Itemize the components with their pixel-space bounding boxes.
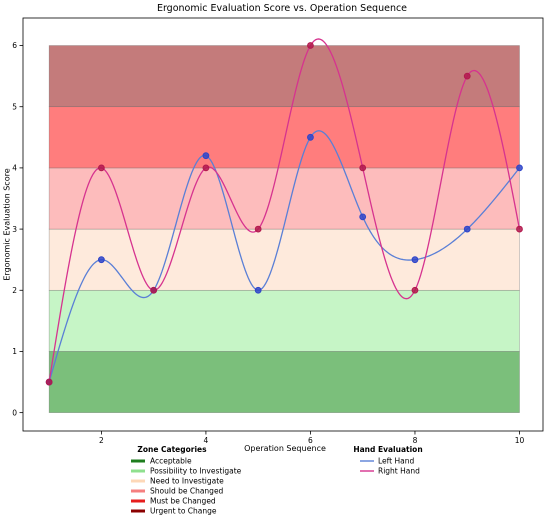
y-tick-label-4: 4	[12, 164, 17, 173]
y-tick-label-1: 1	[12, 347, 17, 356]
zone-bands	[48, 45, 520, 413]
chart-title: Ergonomic Evaluation Score vs. Operation…	[157, 3, 407, 14]
y-tick-label-5: 5	[12, 102, 17, 111]
plot-frame	[22, 17, 544, 432]
y-tick-label-0: 0	[12, 408, 17, 417]
point-s1-8	[463, 72, 471, 80]
point-s0-1	[97, 256, 105, 264]
point-s0-4	[254, 286, 262, 294]
zone-band-5	[48, 45, 520, 108]
hand-legend-title: Hand Evaluation	[353, 445, 422, 454]
point-s1-3	[202, 164, 210, 172]
series-line-0	[48, 130, 520, 383]
point-s1-1	[97, 164, 105, 172]
y-axis-label: Ergonomic Evaluation Score	[3, 168, 12, 280]
x-tick-label-1: 4	[204, 436, 209, 445]
x-axis-label: Operation Sequence	[244, 444, 326, 453]
point-s0-5	[307, 133, 314, 141]
point-s0-7	[411, 256, 419, 264]
zone-legend-title: Zone Categories	[137, 445, 207, 454]
zone-band-4	[48, 106, 520, 169]
series-markers	[45, 42, 523, 386]
point-s0-8	[463, 225, 471, 233]
x-tick-label-4: 10	[515, 436, 525, 445]
y-axis-ticks: 0 1 2 3 4 5 6	[12, 41, 23, 417]
point-s1-7	[411, 286, 419, 294]
hand-legend-label-1: Right Hand	[378, 467, 420, 476]
point-s1-5	[307, 42, 314, 49]
x-tick-label-0: 2	[99, 436, 104, 445]
x-axis-ticks: 2 4 6 8 10	[99, 431, 524, 445]
zone-legend-label-2: Need to Investigate	[150, 477, 224, 486]
x-tick-label-2: 6	[308, 436, 313, 445]
zone-legend-label-1: Possibility to Investigate	[150, 467, 242, 476]
point-s1-2	[150, 286, 158, 294]
point-s1-9	[516, 225, 523, 233]
point-s1-4	[254, 225, 262, 233]
zone-legend-label-5: Urgent to Change	[150, 507, 217, 516]
x-tick-label-3: 8	[413, 436, 418, 445]
zone-legend-label-0: Acceptable	[150, 457, 192, 466]
point-s0-6	[359, 213, 367, 221]
zone-band-2	[48, 228, 520, 291]
y-tick-label-6: 6	[12, 41, 17, 50]
zone-band-0	[48, 351, 520, 413]
zone-band-3	[48, 167, 520, 230]
zone-band-1	[48, 289, 520, 352]
zone-legend-label-3: Should be Changed	[150, 487, 224, 496]
series-line-1	[48, 38, 521, 383]
series-lines	[48, 38, 521, 383]
point-s1-6	[359, 164, 367, 172]
point-s0-9	[516, 164, 523, 172]
point-s1-0	[45, 378, 53, 386]
point-s0-3	[202, 152, 210, 160]
hand-legend-label-0: Left Hand	[378, 457, 414, 466]
y-tick-label-2: 2	[12, 286, 17, 295]
y-tick-label-3: 3	[12, 225, 17, 234]
zone-legend-label-4: Must be Changed	[150, 497, 216, 506]
